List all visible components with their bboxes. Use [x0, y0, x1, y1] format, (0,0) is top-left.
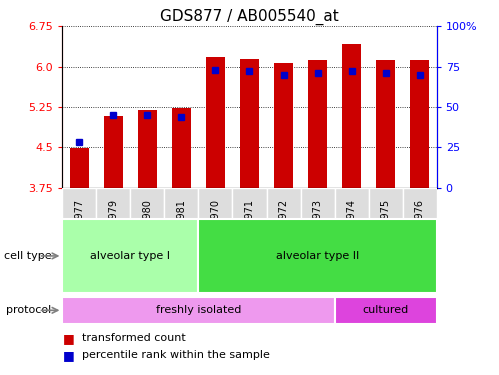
Text: ■: ■ — [62, 332, 74, 345]
Text: alveolar type I: alveolar type I — [90, 251, 171, 261]
Title: GDS877 / AB005540_at: GDS877 / AB005540_at — [160, 9, 339, 25]
Text: transformed count: transformed count — [82, 333, 186, 343]
Bar — [62, 188, 96, 264]
Text: GSM26973: GSM26973 — [312, 199, 322, 252]
Bar — [274, 63, 293, 188]
Bar — [206, 57, 225, 188]
Text: GSM26981: GSM26981 — [177, 199, 187, 252]
Bar — [70, 148, 89, 188]
Bar — [300, 188, 334, 264]
Text: freshly isolated: freshly isolated — [156, 305, 241, 315]
Bar — [62, 219, 199, 293]
Bar — [130, 188, 165, 264]
Bar — [369, 188, 403, 264]
Bar — [403, 188, 437, 264]
Text: GSM26971: GSM26971 — [245, 199, 254, 252]
Text: percentile rank within the sample: percentile rank within the sample — [82, 350, 270, 360]
Text: cultured: cultured — [362, 305, 409, 315]
Text: alveolar type II: alveolar type II — [276, 251, 359, 261]
Bar — [240, 59, 259, 188]
Bar — [138, 110, 157, 188]
Bar — [172, 108, 191, 188]
Bar — [334, 297, 437, 324]
Bar — [199, 188, 233, 264]
Text: GSM26977: GSM26977 — [74, 199, 84, 252]
Text: GSM26974: GSM26974 — [347, 199, 357, 252]
Text: GSM26972: GSM26972 — [278, 199, 288, 252]
Bar — [165, 188, 199, 264]
Bar — [199, 219, 437, 293]
Text: GSM26970: GSM26970 — [211, 199, 221, 252]
Bar — [410, 60, 429, 188]
Bar — [96, 188, 130, 264]
Bar — [233, 188, 266, 264]
Bar — [266, 188, 300, 264]
Text: GSM26975: GSM26975 — [381, 199, 391, 252]
Bar — [334, 188, 369, 264]
Bar — [308, 60, 327, 188]
Text: GSM26980: GSM26980 — [142, 199, 152, 252]
Text: cell type: cell type — [3, 251, 51, 261]
Bar — [376, 60, 395, 188]
Text: GSM26979: GSM26979 — [108, 199, 118, 252]
Bar — [62, 297, 334, 324]
Text: ■: ■ — [62, 349, 74, 361]
Text: GSM26976: GSM26976 — [415, 199, 425, 252]
Bar — [342, 44, 361, 188]
Bar — [104, 116, 123, 188]
Text: protocol: protocol — [6, 305, 51, 315]
